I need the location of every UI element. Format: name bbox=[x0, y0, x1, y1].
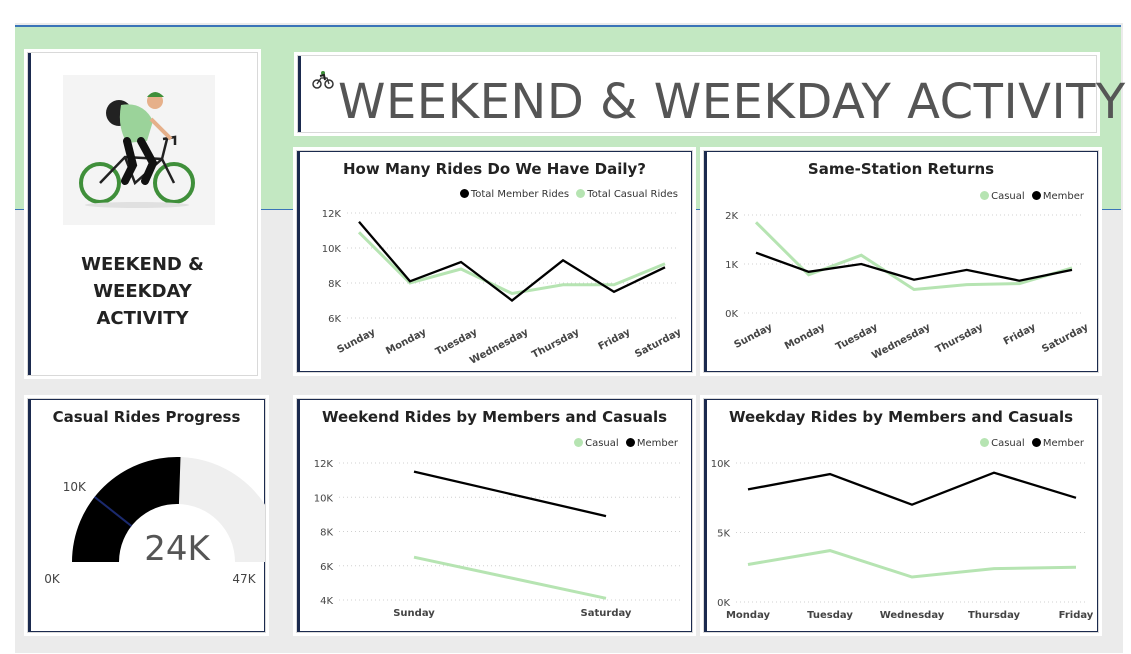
page-title: WEEKEND & WEEKDAY ACTIVITY bbox=[338, 74, 1126, 130]
chart-card-weekday: Weekday Rides by Members and Casuals Cas… bbox=[703, 398, 1099, 633]
x-tick-label: Tuesday bbox=[834, 321, 880, 352]
y-tick-label: 2K bbox=[725, 211, 738, 222]
x-tick-label: Friday bbox=[597, 326, 633, 352]
series-line-member bbox=[358, 221, 666, 302]
y-tick-label: 10K bbox=[711, 459, 731, 470]
chart-title: Weekday Rides by Members and Casuals bbox=[728, 408, 1074, 426]
x-tick-label: Sunday bbox=[335, 326, 377, 355]
legend-label: Total Casual Rides bbox=[587, 189, 678, 200]
x-tick-label: Sunday bbox=[732, 321, 774, 350]
legend-item: Member bbox=[625, 438, 678, 449]
weekday-rides-chart: 0K 5K 10K Monday Tuesday Wednesday Thursday Fri… bbox=[711, 459, 1094, 621]
chart-legend: Casual Member bbox=[976, 438, 1084, 449]
chart-legend: Casual Member bbox=[976, 191, 1084, 202]
legend-label: Member bbox=[1042, 438, 1084, 449]
series-line-casual bbox=[747, 549, 1077, 579]
cyclist-illustration bbox=[63, 75, 215, 225]
legend-dot bbox=[980, 191, 990, 200]
chart-title: Same-Station Returns bbox=[807, 160, 995, 178]
chart-card-weekend: Weekend Rides by Members and Casuals Cas… bbox=[296, 398, 693, 633]
y-tick-label: 10K bbox=[314, 493, 334, 504]
series-line-casual bbox=[754, 221, 1073, 292]
legend-item: Casual bbox=[980, 438, 1025, 449]
x-tick-label: Monday bbox=[384, 326, 428, 357]
legend-item: Member bbox=[1031, 191, 1084, 202]
legend-label: Member bbox=[1042, 191, 1084, 202]
y-tick-label: 12K bbox=[322, 209, 342, 220]
chart-card-returns: Same-Station Returns Casual Member 0K 1K 2… bbox=[703, 150, 1099, 373]
x-tick-label: Wednesday bbox=[870, 321, 933, 361]
gauge-title: Casual Rides Progress bbox=[52, 408, 241, 426]
weekend-rides-chart: 4K 6K 8K 10K 12K Sunday Saturday bbox=[314, 459, 681, 619]
left-card-title: WEEKEND & WEEKDAY ACTIVITY bbox=[81, 254, 204, 329]
legend-label: Casual bbox=[991, 191, 1025, 202]
x-tick-label: Tuesday bbox=[807, 610, 853, 621]
y-tick-label: 10K bbox=[322, 244, 342, 255]
y-tick-label: 8K bbox=[320, 528, 333, 539]
gauge-min-label: 0K bbox=[44, 572, 61, 586]
y-tick-label: 6K bbox=[320, 562, 333, 573]
legend-dot bbox=[980, 438, 990, 447]
gauge-fill bbox=[72, 456, 181, 562]
legend-label: Member bbox=[636, 438, 678, 449]
chart-title: How Many Rides Do We Have Daily? bbox=[343, 160, 646, 178]
legend-item: Casual bbox=[574, 438, 619, 449]
gauge-card: Casual Rides Progress 24K 0K 47K 10K bbox=[27, 398, 266, 633]
left-title-card: WEEKEND & WEEKDAY ACTIVITY bbox=[27, 52, 258, 376]
gauge-target-label: 10K bbox=[63, 480, 87, 494]
y-tick-label: 12K bbox=[314, 459, 334, 470]
x-tick-label: Thursday bbox=[934, 321, 986, 355]
chart-legend: Casual Member bbox=[570, 438, 678, 449]
x-tick-label: Thursday bbox=[968, 610, 1021, 621]
x-tick-label: Saturday bbox=[581, 608, 632, 619]
series-line-casual bbox=[413, 555, 607, 600]
x-tick-label: Thursday bbox=[530, 326, 582, 360]
legend-dot bbox=[1031, 438, 1041, 447]
gauge-value: 24K bbox=[144, 529, 211, 569]
bike-icon bbox=[312, 71, 334, 89]
gauge-target-marker bbox=[93, 496, 133, 527]
legend-item: Total Casual Rides bbox=[576, 189, 678, 200]
legend-dot bbox=[574, 438, 584, 447]
x-tick-label: Monday bbox=[726, 610, 771, 621]
legend-item: Total Member Rides bbox=[459, 189, 570, 200]
series-line-member bbox=[413, 470, 607, 518]
series-line-member bbox=[755, 251, 1073, 282]
chart-card-daily: How Many Rides Do We Have Daily? Total M… bbox=[296, 150, 693, 373]
x-tick-label: Friday bbox=[1002, 321, 1038, 347]
legend-label: Casual bbox=[991, 438, 1025, 449]
series-line-member bbox=[747, 471, 1077, 506]
legend-label: Total Member Rides bbox=[470, 189, 570, 200]
y-tick-label: 0K bbox=[725, 309, 738, 320]
y-tick-label: 1K bbox=[725, 260, 738, 271]
x-tick-label: Wednesday bbox=[880, 610, 945, 621]
y-tick-label: 5K bbox=[717, 529, 730, 540]
x-tick-label: Monday bbox=[783, 321, 827, 352]
x-tick-label: Saturday bbox=[1040, 321, 1091, 355]
legend-label: Casual bbox=[585, 438, 619, 449]
y-tick-label: 6K bbox=[328, 314, 341, 325]
page-title-card: WEEKEND & WEEKDAY ACTIVITY bbox=[297, 55, 1125, 133]
y-tick-label: 8K bbox=[328, 279, 341, 290]
chart-legend: Total Member Rides Total Casual Rides bbox=[456, 189, 678, 200]
legend-item: Member bbox=[1031, 438, 1084, 449]
gauge-max-label: 47K bbox=[232, 572, 256, 586]
y-tick-label: 4K bbox=[320, 596, 333, 607]
series-line-casual bbox=[357, 231, 666, 296]
x-tick-label: Saturday bbox=[633, 326, 684, 360]
legend-item: Casual bbox=[980, 191, 1025, 202]
legend-dot bbox=[459, 189, 469, 198]
x-tick-label: Tuesday bbox=[434, 326, 480, 357]
chart-title: Weekend Rides by Members and Casuals bbox=[321, 408, 668, 426]
legend-dot bbox=[625, 438, 635, 447]
x-tick-label: Friday bbox=[1059, 610, 1094, 621]
x-tick-label: Sunday bbox=[393, 608, 435, 619]
y-tick-label: 0K bbox=[717, 598, 730, 609]
casual-rides-gauge: 24K 0K 47K 10K bbox=[44, 456, 265, 586]
legend-dot bbox=[1031, 191, 1041, 200]
x-tick-label: Wednesday bbox=[468, 326, 531, 366]
legend-dot bbox=[576, 189, 586, 198]
